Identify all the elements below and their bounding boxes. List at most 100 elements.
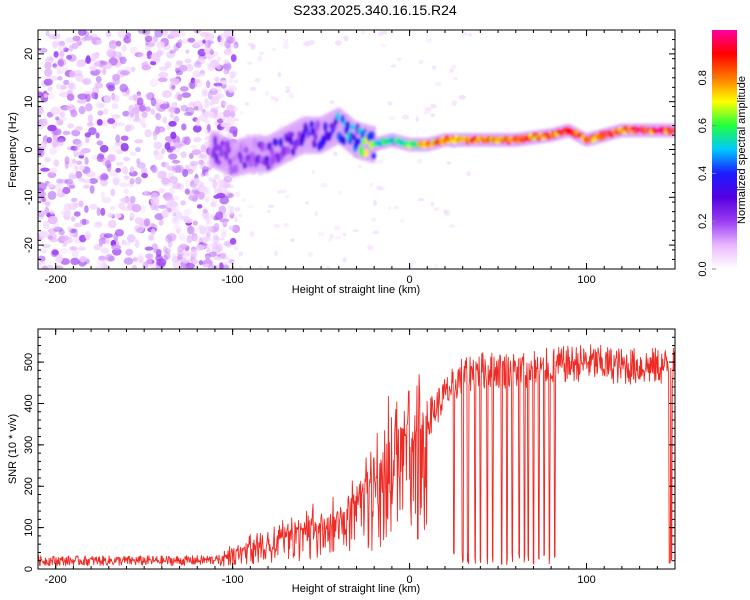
noise-blob — [181, 257, 190, 264]
noise-blob — [48, 167, 58, 174]
y-tick-label: 0 — [23, 566, 35, 572]
noise-blob — [153, 141, 162, 150]
noise-blob — [204, 35, 210, 40]
noise-blob — [66, 104, 76, 111]
ridge-cell — [341, 136, 347, 146]
noise-blob — [51, 249, 59, 256]
noise-blob — [157, 77, 168, 83]
noise-blob — [219, 33, 227, 39]
noise-blob — [105, 160, 112, 169]
noise-blob — [329, 233, 335, 239]
noise-blob — [128, 95, 134, 101]
noise-blob — [468, 32, 472, 37]
noise-blob — [168, 146, 176, 151]
noise-blob — [226, 104, 235, 112]
noise-blob — [237, 213, 243, 218]
noise-blob — [92, 39, 97, 45]
noise-blob — [67, 123, 75, 129]
ridge-cell — [238, 153, 244, 164]
noise-blob — [101, 196, 112, 204]
noise-blob — [49, 147, 57, 155]
noise-blob — [227, 205, 234, 211]
noise-blob — [47, 190, 57, 200]
noise-blob — [158, 71, 169, 79]
noise-blob — [202, 111, 210, 118]
noise-blob — [38, 255, 46, 262]
noise-blob — [216, 263, 220, 269]
ridge-cell — [216, 159, 222, 166]
noise-blob — [381, 30, 388, 35]
ridge-cell — [269, 147, 275, 158]
noise-blob — [168, 120, 177, 127]
noise-blob — [59, 111, 66, 118]
noise-blob — [119, 182, 129, 187]
noise-blob — [70, 145, 78, 151]
noise-blob — [214, 85, 221, 92]
noise-blob — [215, 247, 219, 251]
noise-blob — [44, 206, 50, 215]
noise-blob — [139, 105, 147, 112]
noise-blob — [88, 178, 98, 184]
noise-blob — [222, 264, 230, 269]
noise-blob — [122, 166, 128, 175]
noise-blob — [76, 98, 87, 104]
noise-blob — [123, 36, 132, 44]
noise-blob — [369, 182, 373, 187]
noise-blob — [115, 40, 122, 47]
noise-blob — [222, 181, 230, 185]
noise-blob — [69, 246, 77, 251]
noise-blob — [195, 78, 203, 88]
noise-blob — [221, 127, 227, 133]
noise-blob — [91, 92, 98, 100]
noise-blob — [107, 118, 116, 124]
noise-blob — [162, 245, 168, 254]
noise-blob — [77, 246, 86, 251]
noise-blob — [161, 177, 170, 185]
noise-blob — [134, 139, 144, 144]
noise-blob — [209, 101, 214, 106]
noise-blob — [207, 56, 212, 62]
noise-blob — [311, 170, 315, 174]
noise-blob — [227, 37, 234, 44]
noise-blob — [466, 171, 472, 177]
noise-blob — [451, 64, 457, 70]
noise-blob — [124, 124, 131, 132]
noise-blob — [223, 109, 232, 118]
noise-blob — [53, 141, 59, 148]
noise-blob — [164, 248, 171, 254]
noise-blob — [205, 41, 209, 45]
noise-blob — [71, 42, 79, 50]
noise-blob — [224, 70, 229, 75]
noise-blob — [257, 55, 262, 62]
noise-blob — [215, 247, 221, 252]
noise-blob — [189, 81, 196, 89]
noise-blob — [59, 65, 65, 74]
noise-blob — [51, 40, 61, 47]
noise-blob — [53, 159, 60, 167]
noise-blob — [182, 136, 188, 144]
noise-blob — [202, 208, 208, 214]
x-tick-label: -100 — [222, 274, 244, 286]
noise-blob — [64, 37, 75, 43]
noise-blob — [223, 48, 232, 56]
noise-blob — [71, 249, 79, 259]
noise-blob — [433, 207, 440, 211]
noise-blob — [143, 190, 148, 196]
noise-blob — [43, 78, 53, 86]
noise-blob — [206, 166, 212, 171]
noise-blob — [168, 153, 178, 160]
noise-blob — [47, 215, 58, 225]
spectrogram-x-ticks: -200 -100 0 100 — [45, 30, 676, 286]
noise-blob — [220, 252, 227, 260]
ridge-cell — [270, 155, 276, 165]
noise-blob — [193, 235, 203, 244]
noise-blob — [38, 47, 48, 53]
noise-blob — [208, 34, 215, 41]
noise-blob — [213, 82, 223, 87]
noise-blob — [220, 231, 227, 238]
noise-blob — [231, 130, 238, 137]
noise-blob — [162, 116, 168, 124]
noise-blob — [338, 190, 343, 195]
noise-blob — [396, 57, 402, 61]
noise-blob — [459, 95, 466, 100]
